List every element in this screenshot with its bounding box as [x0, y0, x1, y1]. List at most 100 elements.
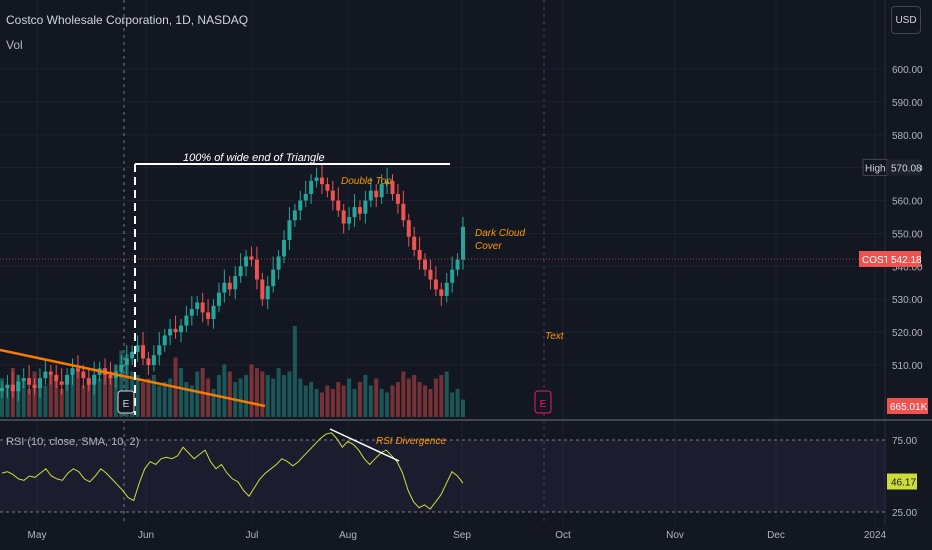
- volume-bar: [309, 382, 314, 417]
- earnings-marker: [117, 390, 135, 414]
- volume-bar: [178, 368, 183, 417]
- volume-bar: [103, 368, 108, 417]
- candle-body: [10, 384, 15, 392]
- candle-body: [423, 259, 428, 270]
- volume-bar: [162, 382, 167, 417]
- price-tick-label: 510.00: [892, 361, 923, 372]
- volume-bar: [401, 371, 406, 417]
- volume-bar: [341, 385, 346, 417]
- time-axis-label: Sep: [453, 530, 471, 541]
- volume-bar: [450, 392, 455, 417]
- rsi-tick-label: 25.00: [892, 508, 917, 519]
- candle-body: [254, 259, 259, 280]
- volume-bar: [54, 382, 59, 417]
- candle-body: [151, 355, 156, 365]
- volume-bar: [108, 371, 113, 417]
- candle-body: [222, 282, 227, 293]
- last-price-box: [887, 251, 921, 267]
- volume-bar: [65, 378, 70, 417]
- volume-bar: [406, 378, 411, 417]
- time-axis-label: Oct: [555, 530, 571, 541]
- volume-bar: [325, 385, 330, 417]
- text-note: Text: [545, 331, 565, 342]
- candle-body: [303, 193, 308, 201]
- high-label: High: [865, 163, 886, 174]
- candles: [0, 164, 465, 402]
- candle-body: [130, 351, 135, 359]
- rsi-value: 46.17: [891, 478, 916, 489]
- volume-bar: [157, 385, 162, 417]
- time-axis: May Jun Jul Aug Sep Oct Nov Dec 2024: [28, 530, 887, 541]
- earnings-marker-label: E: [540, 399, 547, 410]
- volume-bar: [314, 389, 319, 417]
- volume-bar: [363, 375, 368, 417]
- volume-bar: [303, 385, 308, 417]
- candle-body: [65, 374, 70, 385]
- candle-body: [184, 315, 189, 326]
- volume-bar: [195, 371, 200, 417]
- candle-body: [314, 177, 319, 181]
- volume-bar: [461, 399, 465, 417]
- candle-body: [157, 345, 162, 356]
- candle-body: [32, 384, 37, 389]
- chart-title: Costco Wholesale Corporation, 1D, NASDAQ: [6, 13, 249, 27]
- volume-bar: [86, 382, 91, 417]
- volume-bar: [352, 389, 357, 417]
- volume-bar: [113, 364, 118, 417]
- volume-value: 665.01K: [890, 402, 928, 413]
- candle-body: [444, 282, 449, 296]
- candle-body: [141, 345, 146, 359]
- rsi-band: [0, 440, 885, 512]
- candle-body: [37, 378, 42, 389]
- volume-bar: [357, 382, 362, 417]
- volume-bar: [287, 371, 292, 417]
- volume-bar: [59, 389, 64, 417]
- volume-value-box: [887, 398, 928, 414]
- volume-bar: [271, 378, 276, 417]
- volume-bar: [151, 375, 156, 417]
- candle-body: [347, 217, 352, 224]
- volume-bar: [189, 385, 194, 417]
- candle-body: [92, 374, 97, 385]
- volume-bar: [244, 375, 249, 417]
- currency-button[interactable]: USD: [891, 6, 921, 34]
- candle-body: [21, 378, 26, 382]
- candle-body: [363, 200, 368, 214]
- volume-bar: [412, 375, 417, 417]
- volume-bar: [417, 382, 422, 417]
- price-axis: 600.00590.00580.00570.00560.00550.00540.…: [0, 0, 932, 525]
- candle-body: [271, 269, 276, 287]
- volume-bar: [222, 364, 227, 417]
- volume-bar: [119, 350, 124, 417]
- volume-bar: [298, 378, 303, 417]
- candle-body: [379, 184, 384, 198]
- candle-body: [206, 312, 211, 319]
- volume-bar: [27, 389, 32, 417]
- volume-bar: [238, 378, 243, 417]
- candle-body: [260, 279, 265, 300]
- volume-bar: [319, 392, 324, 417]
- candle-body: [433, 279, 438, 290]
- candle-body: [428, 269, 433, 280]
- volume-bar: [423, 385, 428, 417]
- candle-body: [319, 177, 324, 185]
- candle-body: [309, 180, 314, 194]
- candle-body: [200, 302, 205, 313]
- candle-body: [341, 210, 346, 224]
- volume-bar: [211, 389, 216, 417]
- volume-bar: [347, 378, 352, 417]
- volume-bar: [184, 382, 189, 417]
- volume-bar: [43, 385, 48, 417]
- volume-bar: [265, 375, 270, 417]
- candle-body: [0, 388, 4, 392]
- candle-body: [119, 365, 124, 372]
- candle-body: [244, 256, 249, 267]
- volume-bar: [135, 375, 140, 417]
- rsi-pane: 75.00 25.00 RSI Divergence 46.17: [0, 428, 917, 519]
- rsi-tick-label: 75.00: [892, 436, 917, 447]
- price-tick-label: 530.00: [892, 295, 923, 306]
- candle-body: [211, 305, 216, 319]
- trendline: [0, 348, 266, 408]
- price-tick-label: 560.00: [892, 197, 923, 208]
